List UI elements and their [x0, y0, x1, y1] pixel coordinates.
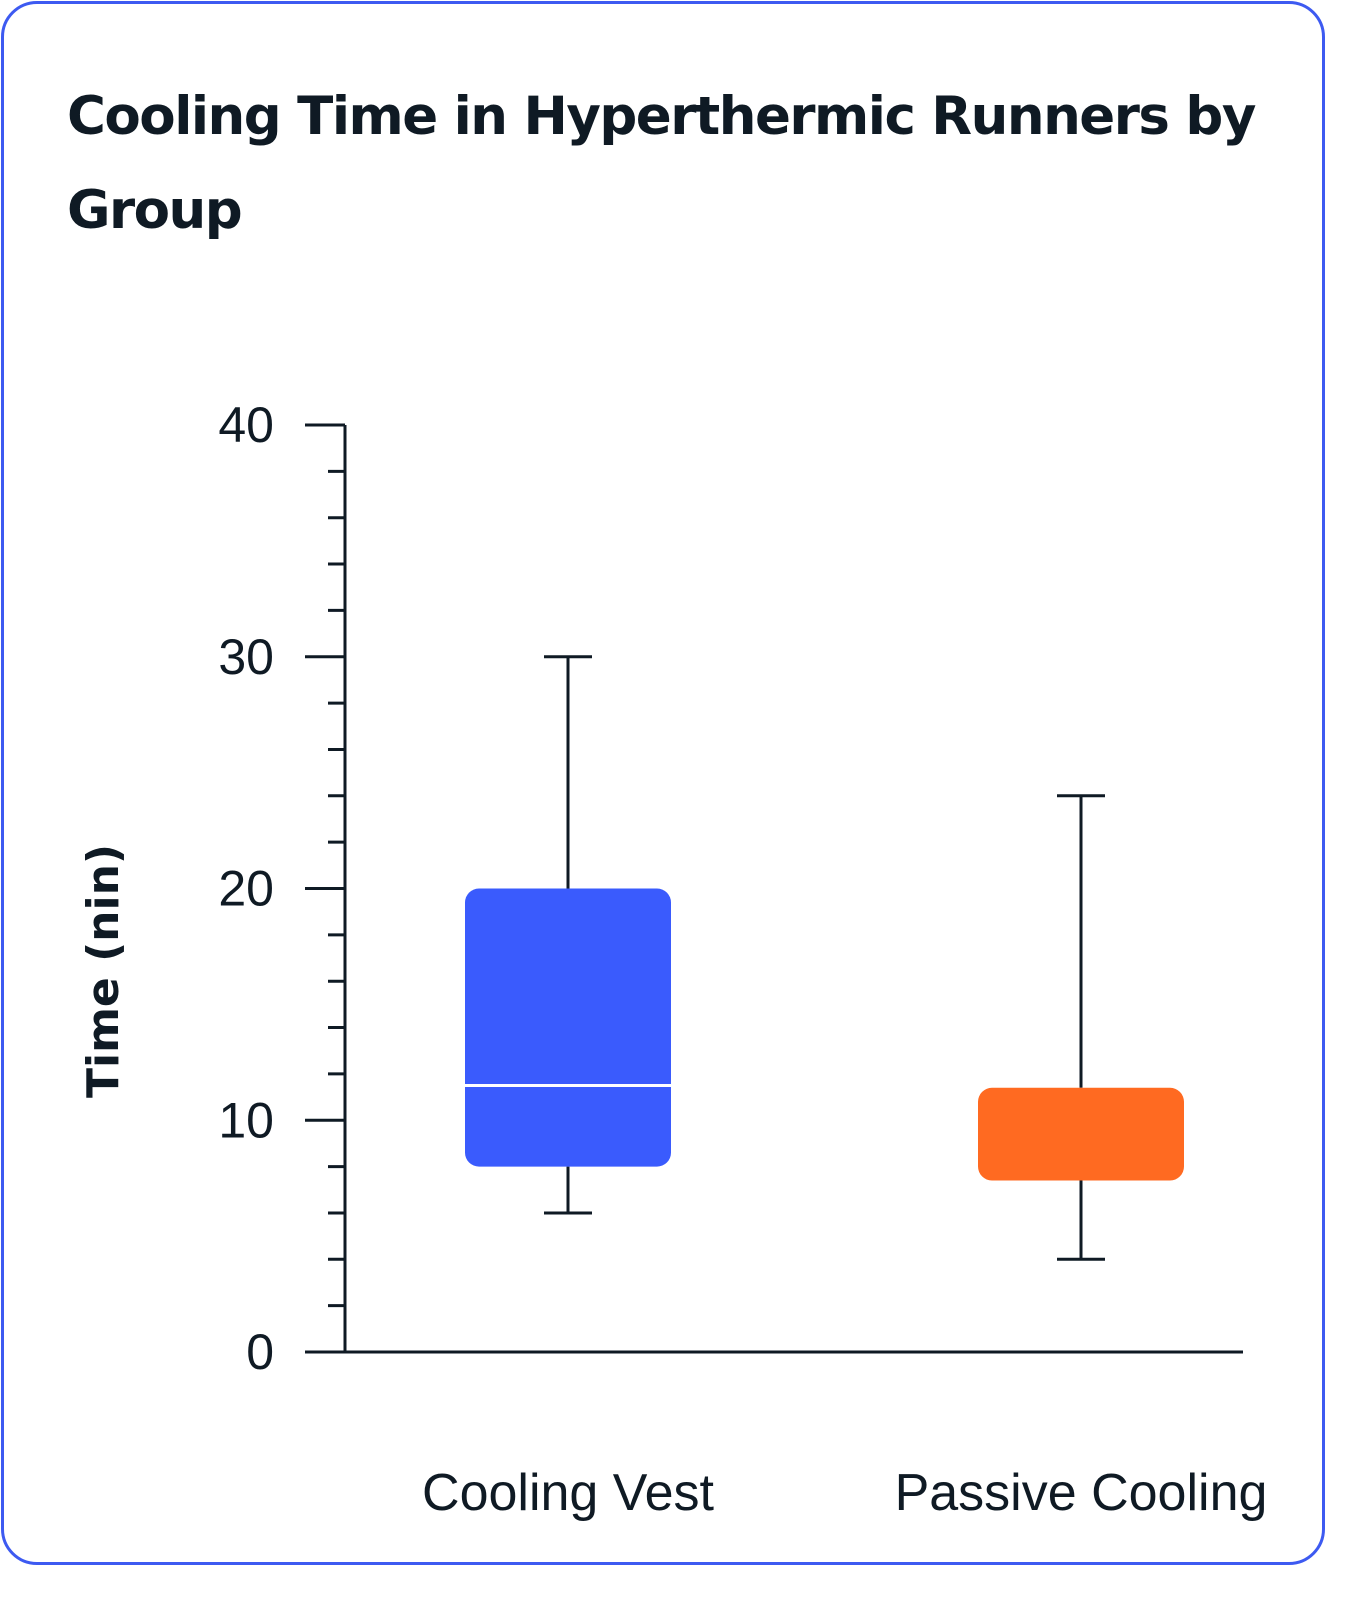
iqr-box [465, 888, 671, 1167]
y-axis-title: Time (nin) [78, 844, 129, 1098]
y-tick-label: 20 [218, 861, 274, 917]
boxes [465, 655, 1184, 1261]
iqr-box [978, 1087, 1184, 1181]
y-tick-label: 30 [218, 629, 274, 685]
y-tick-label: 10 [218, 1092, 274, 1148]
box-passive-cooling [978, 794, 1184, 1261]
x-category-label: Cooling Vest [422, 1464, 715, 1522]
x-category-label: Passive Cooling [895, 1464, 1268, 1522]
category-labels: Cooling Vest Passive Cooling [422, 1464, 1267, 1522]
box-cooling-vest [465, 655, 671, 1215]
y-tick-label: 40 [218, 397, 274, 453]
chart-title: Cooling Time in Hyperthermic Runners by … [67, 86, 1256, 241]
chart-card: Cooling Time in Hyperthermic Runners by … [1, 1, 1325, 1565]
y-tick-label: 0 [246, 1324, 274, 1380]
y-axis: 0 10 20 30 40 [218, 397, 347, 1380]
